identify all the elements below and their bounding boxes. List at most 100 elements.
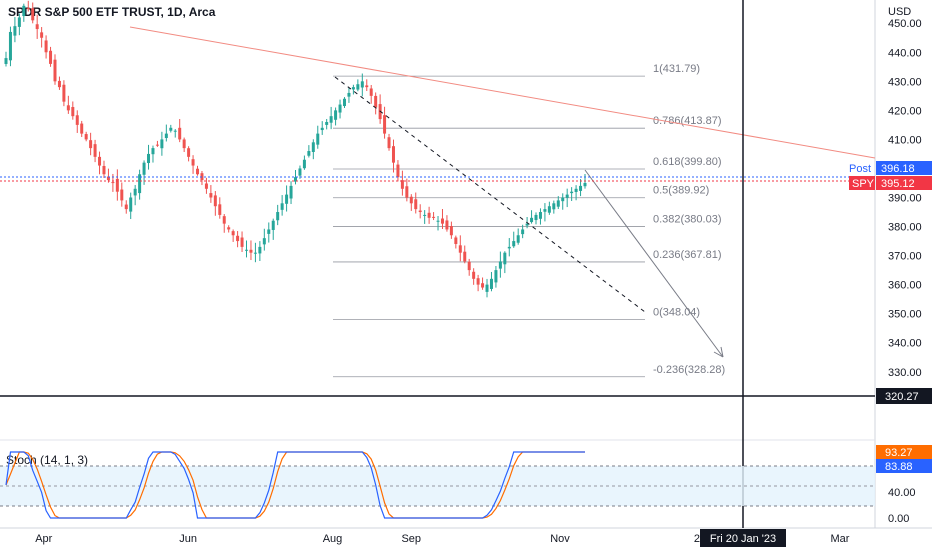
candle-body bbox=[311, 142, 315, 152]
candle-body bbox=[245, 249, 249, 251]
candle-body bbox=[485, 284, 489, 292]
candle-body bbox=[307, 151, 311, 156]
candle-body bbox=[579, 185, 583, 191]
fib-level-label: 0.618(399.80) bbox=[653, 156, 722, 168]
candle-body bbox=[160, 139, 164, 149]
candle-body bbox=[196, 168, 200, 175]
candle-body bbox=[178, 127, 182, 140]
candle-body bbox=[213, 195, 217, 207]
candle-body bbox=[115, 178, 119, 192]
candle-body bbox=[512, 241, 516, 247]
price-tick-label: 360.00 bbox=[888, 280, 922, 292]
candle-body bbox=[49, 50, 53, 64]
candle-body bbox=[320, 127, 324, 131]
candle-body bbox=[17, 17, 21, 27]
candle-body bbox=[71, 107, 75, 117]
candle-body bbox=[387, 137, 391, 149]
trendline-dashed bbox=[334, 76, 646, 313]
candle-body bbox=[334, 110, 338, 120]
candle-body bbox=[182, 139, 186, 149]
candle-body bbox=[191, 159, 195, 166]
candle-body bbox=[262, 238, 266, 245]
candle-body bbox=[374, 95, 378, 108]
price-tick-label: 350.00 bbox=[888, 309, 922, 321]
candle-body bbox=[227, 227, 231, 230]
candle-body bbox=[440, 218, 444, 224]
candle-body bbox=[236, 235, 240, 242]
crosshair-price-badge bbox=[876, 388, 932, 404]
candle-body bbox=[222, 216, 226, 224]
price-tick-label: 370.00 bbox=[888, 251, 922, 263]
candle-body bbox=[13, 26, 17, 36]
candle-body bbox=[365, 85, 369, 88]
candle-body bbox=[151, 148, 155, 155]
candle-body bbox=[249, 249, 253, 253]
fib-level-label: 0.236(367.81) bbox=[653, 249, 722, 261]
candle-body bbox=[147, 153, 151, 164]
candle-body bbox=[209, 193, 213, 198]
stoch-title: Stoch (14, 1, 3) bbox=[6, 453, 89, 467]
candle-body bbox=[75, 115, 79, 125]
stoch-lower-badge bbox=[876, 459, 932, 473]
price-tick-label: 390.00 bbox=[888, 193, 922, 205]
candle-body bbox=[561, 197, 565, 202]
candle-body bbox=[351, 87, 355, 90]
candle-body bbox=[62, 84, 66, 102]
spy-label-badge bbox=[849, 176, 875, 190]
x-axis-label: Aug bbox=[323, 533, 343, 545]
trendline-resistance bbox=[129, 26, 876, 159]
candle-body bbox=[463, 251, 467, 262]
projection-arrow-head bbox=[713, 346, 724, 358]
candle-body bbox=[583, 182, 587, 187]
candle-body bbox=[565, 194, 569, 198]
candle-body bbox=[44, 40, 48, 53]
candle-body bbox=[454, 237, 458, 244]
candle-body bbox=[253, 252, 257, 254]
fib-level-label: 0.786(413.87) bbox=[653, 115, 722, 127]
stoch-upper-value: 93.27 bbox=[885, 447, 913, 459]
candle-body bbox=[427, 212, 431, 218]
spy-price-badge bbox=[876, 176, 932, 190]
candle-body bbox=[494, 270, 498, 283]
candle-body bbox=[294, 177, 297, 182]
spy-label: SPY bbox=[852, 178, 875, 190]
price-tick-label: 420.00 bbox=[888, 105, 922, 117]
candle-body bbox=[556, 200, 560, 207]
candle-body bbox=[218, 204, 222, 215]
candle-body bbox=[129, 197, 133, 212]
price-tick-label: 430.00 bbox=[888, 76, 922, 88]
candle-body bbox=[503, 252, 507, 265]
candle-body bbox=[525, 223, 529, 226]
candle-body bbox=[449, 226, 453, 236]
x-axis-label: Nov bbox=[550, 533, 570, 545]
candle-body bbox=[489, 278, 493, 289]
candle-body bbox=[476, 278, 480, 285]
crosshair-date-text: Fri 20 Jan '23 bbox=[710, 533, 776, 545]
stoch-band bbox=[0, 466, 875, 506]
candle-body bbox=[258, 246, 262, 254]
price-tick-label: 410.00 bbox=[888, 134, 922, 146]
candle-body bbox=[436, 220, 440, 222]
candle-body bbox=[169, 127, 173, 131]
post-price-text: 396.18 bbox=[881, 163, 915, 175]
post-price-badge bbox=[876, 161, 932, 175]
candle-body bbox=[507, 246, 511, 249]
crosshair-price-text: 320.27 bbox=[885, 391, 919, 403]
candle-body bbox=[187, 148, 191, 157]
candle-body bbox=[173, 130, 177, 132]
candle-body bbox=[409, 196, 413, 204]
candle-body bbox=[467, 261, 471, 271]
candle-body bbox=[138, 174, 142, 194]
fib-level-label: 0.382(380.03) bbox=[653, 213, 722, 225]
candle-body bbox=[280, 203, 284, 210]
candle-body bbox=[521, 229, 525, 235]
candle-body bbox=[8, 31, 12, 61]
candle-body bbox=[31, 8, 35, 21]
candle-body bbox=[22, 5, 26, 17]
candle-body bbox=[543, 209, 547, 212]
candle-body bbox=[445, 220, 449, 230]
candle-body bbox=[472, 271, 476, 279]
candle-body bbox=[498, 261, 502, 269]
stoch-tick-label: 0.00 bbox=[888, 513, 909, 525]
